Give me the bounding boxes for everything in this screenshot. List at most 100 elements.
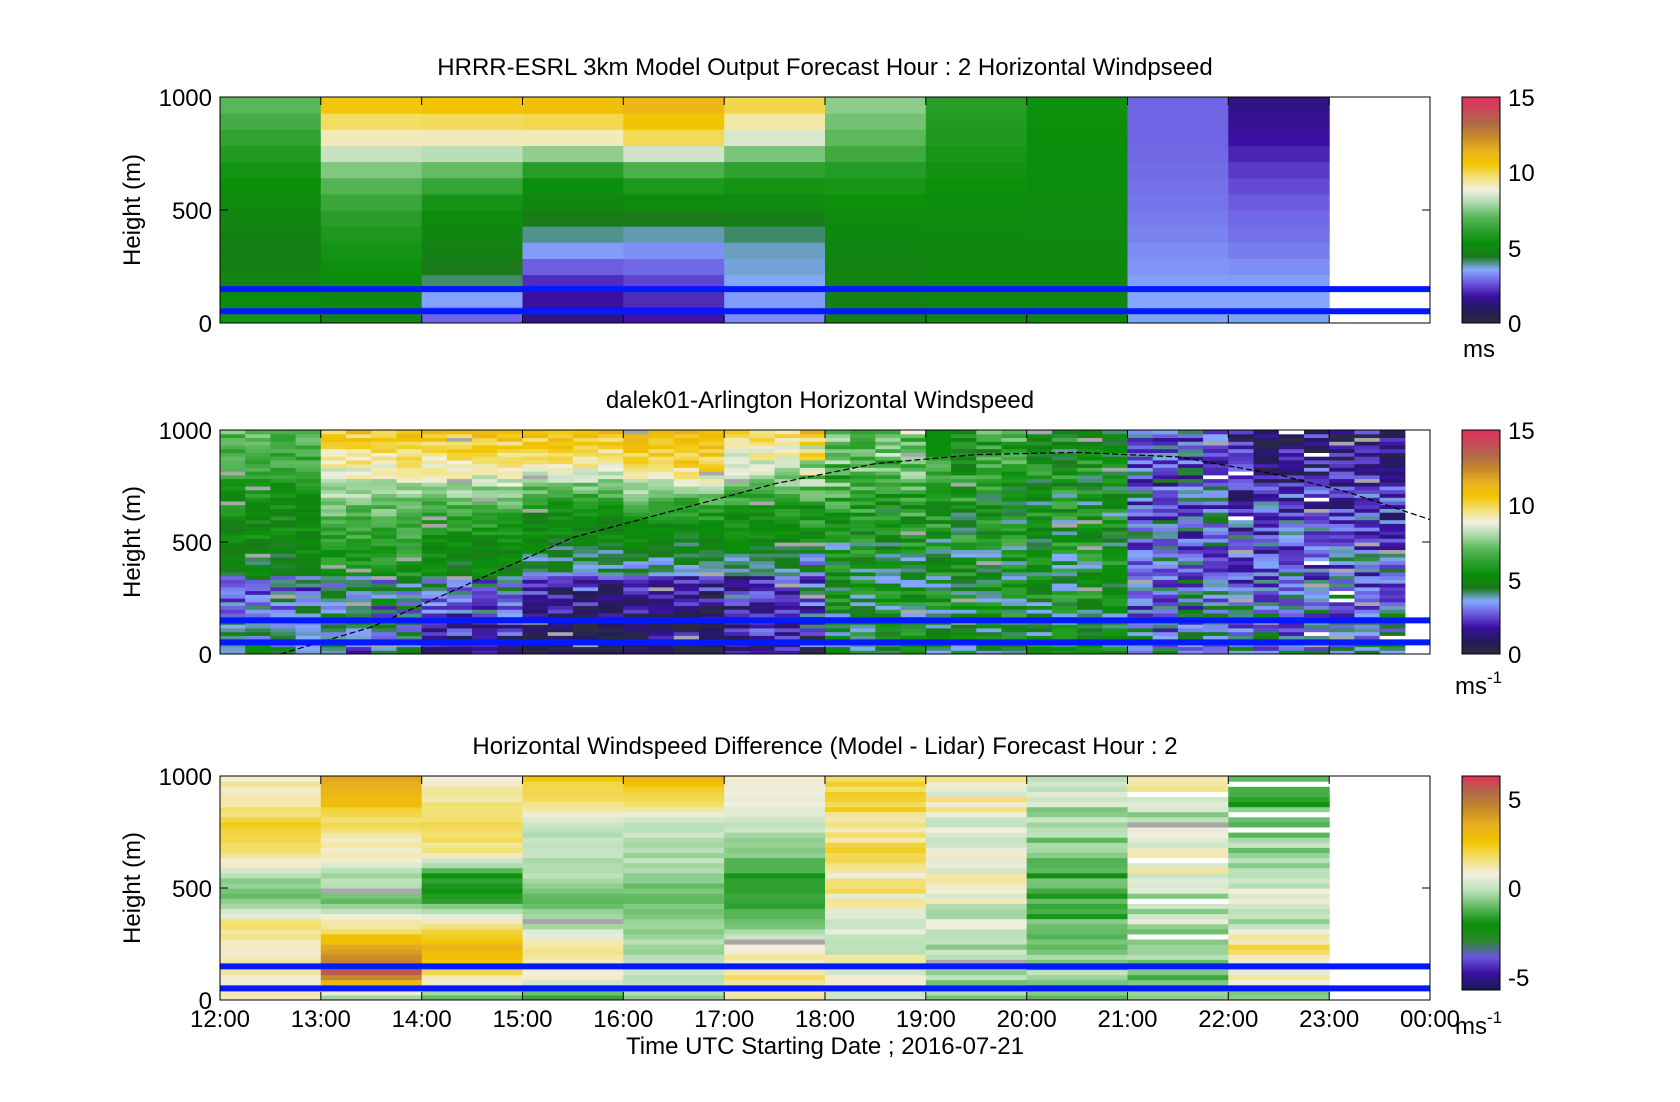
diff-cell: [220, 989, 322, 996]
panel-lidar-colorbar-fill: [1461, 429, 1501, 655]
diff-cell: [724, 923, 826, 930]
diff-cell: [724, 893, 826, 899]
lidar-cell: [1329, 482, 1355, 487]
xtick-label: 16:00: [593, 1006, 653, 1033]
lidar-cell: [875, 493, 902, 498]
lidar-cell: [1354, 609, 1381, 614]
lidar-cell: [497, 430, 524, 435]
lidar-cell: [724, 430, 750, 435]
lidar-cell: [1177, 598, 1204, 603]
model-cell: [825, 210, 927, 227]
lidar-cell: [673, 493, 700, 498]
lidar-cell: [446, 444, 473, 450]
lidar-cell: [1001, 471, 1028, 476]
lidar-cell: [1304, 493, 1330, 498]
lidar-cell: [623, 575, 650, 580]
lidar-cell: [875, 489, 902, 494]
lidar-cell: [825, 534, 851, 539]
lidar-cell: [724, 612, 750, 618]
lidar-cell: [522, 463, 549, 468]
lidar-cell: [1102, 433, 1129, 438]
diff-cell: [1228, 959, 1330, 965]
diff-cell: [320, 893, 423, 899]
diff-cell: [421, 847, 524, 853]
diff-cell: [522, 938, 624, 945]
lidar-cell: [799, 463, 826, 468]
lidar-cell: [472, 478, 498, 483]
lidar-cell: [1051, 590, 1078, 595]
diff-cell: [1228, 969, 1330, 976]
diff-cell: [1026, 938, 1129, 945]
lidar-cell: [522, 553, 549, 558]
lidar-cell: [270, 586, 297, 592]
lidar-cell: [1102, 456, 1129, 461]
lidar-cell: [648, 519, 675, 524]
lidar-cell: [1379, 564, 1406, 569]
lidar-cell: [472, 515, 498, 521]
lidar-cell: [547, 542, 574, 547]
lidar-cell: [497, 594, 524, 599]
lidar-cell: [1152, 560, 1179, 565]
lidar-cell: [270, 500, 297, 506]
lidar-cell: [497, 571, 524, 577]
lidar-cell: [1102, 534, 1129, 539]
model-cell: [421, 242, 524, 259]
lidar-cell: [346, 523, 372, 528]
lidar-cell: [799, 456, 826, 461]
diff-cell: [623, 989, 725, 996]
lidar-cell: [825, 530, 851, 536]
lidar-cell: [799, 583, 826, 588]
lidar-cell: [1329, 444, 1355, 450]
lidar-cell: [875, 598, 902, 603]
lidar-cell: [673, 598, 700, 603]
lidar-cell: [900, 527, 927, 532]
lidar-cell: [1329, 598, 1355, 603]
lidar-cell: [1379, 463, 1406, 468]
lidar-cell: [1001, 497, 1028, 502]
lidar-cell: [1177, 583, 1204, 588]
diff-cell: [623, 994, 725, 1000]
diff-cell: [623, 847, 725, 853]
lidar-cell: [1278, 441, 1305, 446]
lidar-cell: [875, 564, 902, 569]
lidar-cell: [522, 631, 549, 636]
diff-cell: [925, 811, 1028, 818]
lidar-cell: [875, 646, 902, 651]
lidar-cell: [1152, 553, 1179, 558]
diff-cell: [925, 893, 1028, 899]
lidar-cell: [1329, 571, 1355, 577]
model-cell: [1127, 161, 1229, 179]
lidar-cell: [1329, 530, 1355, 536]
lidar-cell: [875, 590, 902, 595]
diff-cell: [1026, 898, 1129, 904]
lidar-cell: [623, 594, 650, 599]
lidar-cell: [1253, 508, 1280, 513]
lidar-cell: [1102, 553, 1129, 558]
lidar-cell: [270, 549, 297, 554]
lidar-cell: [1354, 650, 1381, 654]
lidar-cell: [220, 474, 246, 480]
lidar-cell: [572, 463, 599, 468]
lidar-cell: [346, 545, 372, 550]
lidar-cell: [623, 463, 650, 468]
lidar-cell: [472, 627, 498, 633]
diff-cell: [925, 862, 1028, 869]
lidar-cell: [1102, 605, 1129, 610]
lidar-cell: [598, 508, 624, 513]
lidar-cell: [1127, 650, 1154, 654]
lidar-cell: [1051, 486, 1078, 491]
diff-cell: [724, 979, 826, 986]
lidar-cell: [1354, 601, 1381, 606]
lidar-cell: [951, 612, 977, 618]
diff-cell: [825, 821, 927, 828]
lidar-cell: [1051, 571, 1078, 577]
lidar-cell: [497, 598, 524, 603]
lidar-cell: [1127, 515, 1154, 521]
lidar-cell: [724, 538, 750, 543]
lidar-cell: [245, 474, 271, 480]
lidar-cell: [497, 478, 524, 483]
lidar-cell: [497, 627, 524, 633]
lidar-cell: [346, 444, 372, 450]
lidar-cell: [1152, 504, 1179, 509]
diff-cell: [220, 842, 322, 848]
